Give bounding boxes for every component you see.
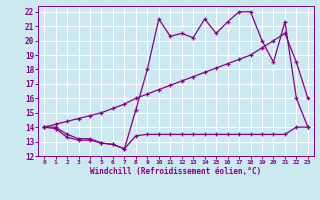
X-axis label: Windchill (Refroidissement éolien,°C): Windchill (Refroidissement éolien,°C) [91,167,261,176]
